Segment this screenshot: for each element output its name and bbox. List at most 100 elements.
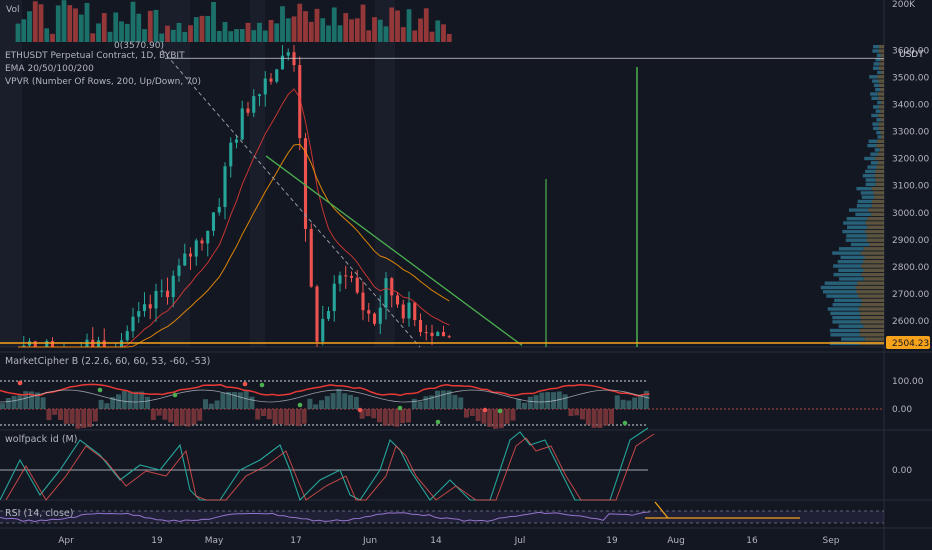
vpvr-bar-down bbox=[861, 298, 884, 303]
vpvr-indicator-label[interactable]: VPVR (Number Of Rows, 200, Up/Down, 70) bbox=[5, 77, 202, 87]
rsi-label[interactable]: RSI (14, close) bbox=[5, 508, 74, 519]
mc-signal-dot bbox=[97, 387, 103, 393]
volume-bar bbox=[297, 3, 303, 43]
wolfpack-label[interactable]: wolfpack id (M) bbox=[5, 434, 78, 445]
volume-bar bbox=[101, 13, 107, 42]
vpvr-bar-down bbox=[864, 337, 884, 341]
mc-wave-bar bbox=[284, 409, 290, 426]
mc-wave-bar bbox=[574, 409, 580, 416]
volume-bar bbox=[372, 17, 377, 42]
candle-body bbox=[447, 336, 451, 338]
mc-wave-bar bbox=[377, 409, 382, 423]
vpvr-bar-up bbox=[873, 62, 880, 66]
vpvr-bar-up bbox=[845, 238, 867, 242]
volume-bar bbox=[418, 18, 423, 42]
vpvr-bar-up bbox=[826, 294, 859, 298]
volume-label: Vol bbox=[6, 5, 20, 15]
mc-wave-bar bbox=[23, 391, 29, 409]
mc-wave-bar bbox=[220, 393, 226, 409]
volume-bar bbox=[383, 26, 389, 42]
current-price-text: 2504.23 bbox=[892, 339, 929, 349]
vpvr-bar-up bbox=[861, 195, 875, 199]
vpvr-bar-down bbox=[879, 83, 884, 88]
mc-wave-bar bbox=[191, 409, 197, 425]
mc-wave-bar bbox=[423, 396, 429, 409]
vpvr-bar-down bbox=[877, 75, 884, 79]
mc-wave-bar bbox=[179, 409, 185, 426]
mc-wave-bar bbox=[307, 398, 313, 409]
mc-signal-dot bbox=[242, 381, 248, 387]
current-price-tag bbox=[886, 336, 930, 349]
volume-bar bbox=[176, 22, 182, 42]
vpvr-bar-up bbox=[873, 83, 880, 88]
volume-bar bbox=[142, 29, 147, 42]
candle-body bbox=[349, 275, 354, 278]
vpvr-bar-down bbox=[867, 217, 884, 221]
price-axis-tick: 3400.00 bbox=[892, 101, 929, 111]
candle-body bbox=[148, 304, 152, 309]
volume-bar bbox=[395, 10, 400, 42]
volume-bar bbox=[285, 18, 291, 42]
vpvr-bar-down bbox=[875, 178, 884, 182]
volume-bar bbox=[435, 20, 441, 42]
mc-wave-bar bbox=[556, 391, 562, 409]
candle-body bbox=[188, 253, 193, 257]
vpvr-bar-up bbox=[846, 234, 868, 238]
candle-body bbox=[315, 286, 319, 342]
candle-body bbox=[165, 290, 170, 298]
time-axis-label: 14 bbox=[430, 536, 442, 546]
mc-axis-tick: 0.00 bbox=[892, 405, 912, 415]
candle-body bbox=[229, 142, 233, 167]
vpvr-bar-down bbox=[866, 238, 884, 242]
mc-wave-bar bbox=[197, 409, 203, 421]
mc-wave-bar bbox=[139, 391, 145, 409]
vpvr-bar-up bbox=[865, 182, 876, 186]
vpvr-bar-down bbox=[863, 268, 884, 272]
candle-body bbox=[309, 228, 313, 287]
mc-wave-bar bbox=[237, 392, 243, 409]
mc-signal-dot bbox=[397, 405, 403, 411]
time-axis-label: 16 bbox=[746, 536, 758, 546]
mc-wave-bar bbox=[406, 409, 411, 423]
vpvr-bar-up bbox=[877, 70, 881, 75]
mc-wave-bar bbox=[522, 402, 527, 409]
vpvr-bar-down bbox=[872, 199, 884, 204]
vpvr-bar-down bbox=[879, 126, 884, 131]
mc-wave-bar bbox=[429, 395, 435, 409]
vpvr-bar-down bbox=[863, 247, 884, 251]
vpvr-bar-up bbox=[838, 324, 864, 328]
marketcipher-label[interactable]: MarketCipher B (2.2.6, 60, 60, 53, -60, … bbox=[5, 356, 211, 367]
price-axis-tick: 2700.00 bbox=[892, 290, 929, 300]
candle-body bbox=[125, 331, 129, 341]
mc-wave-bar bbox=[255, 409, 261, 420]
vpvr-bar-down bbox=[858, 307, 884, 311]
volume-bar bbox=[73, 8, 78, 43]
vpvr-bar-down bbox=[875, 169, 884, 174]
mc-wave-bar bbox=[336, 389, 342, 409]
mc-wave-bar bbox=[226, 391, 232, 409]
mc-wave-bar bbox=[156, 409, 162, 416]
vpvr-bar-up bbox=[824, 281, 858, 285]
symbol-title[interactable]: ETHUSDT Perpetual Contract, 1D, BYBIT bbox=[5, 51, 185, 61]
mc-wave-bar bbox=[504, 409, 510, 424]
volume-bar bbox=[136, 13, 142, 42]
vpvr-bar-down bbox=[879, 105, 884, 109]
mc-wave-bar bbox=[614, 395, 620, 409]
mc-wave-bar bbox=[324, 396, 330, 409]
vpvr-bar-up bbox=[867, 143, 877, 148]
vpvr-bar-up bbox=[873, 126, 880, 131]
candle-body bbox=[344, 275, 348, 277]
vpvr-bar-up bbox=[829, 328, 860, 333]
vpvr-bar-down bbox=[876, 143, 884, 148]
ema-indicator-label[interactable]: EMA 20/50/100/200 bbox=[5, 64, 94, 74]
volume-bar bbox=[354, 18, 360, 42]
vpvr-bar-up bbox=[837, 260, 864, 264]
mc-wave-bar bbox=[568, 409, 574, 417]
mc-signal-dot bbox=[172, 392, 178, 398]
mc-wave-bar bbox=[87, 409, 92, 428]
vpvr-bar-up bbox=[838, 268, 864, 272]
vpvr-bar-up bbox=[832, 315, 861, 320]
candle-body bbox=[171, 275, 175, 298]
vpvr-bar-up bbox=[875, 88, 881, 92]
